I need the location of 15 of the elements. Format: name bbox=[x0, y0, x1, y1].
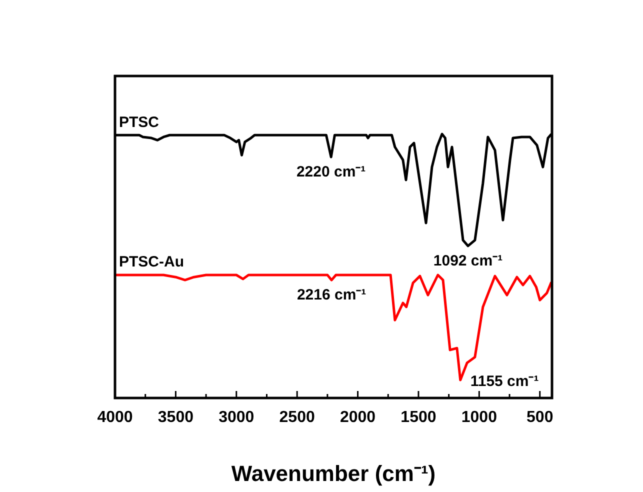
series-label: PTSC bbox=[119, 114, 160, 131]
x-tick-label: 1000 bbox=[461, 409, 498, 426]
annotation: 2220 cm⁻¹ bbox=[296, 164, 366, 181]
annotation: 1155 cm⁻¹ bbox=[470, 373, 539, 390]
annotation: 2216 cm⁻¹ bbox=[296, 286, 366, 304]
series-label: PTSC-Au bbox=[119, 254, 184, 271]
annotation: 1092 cm⁻¹ bbox=[433, 252, 503, 270]
x-tick-label: 4000 bbox=[97, 409, 133, 426]
x-tick-label: 3500 bbox=[158, 409, 194, 426]
x-tick-label: 3000 bbox=[218, 409, 254, 426]
x-tick-label: 2000 bbox=[340, 409, 376, 426]
x-tick-label: 500 bbox=[526, 409, 554, 426]
x-tick-label: 1500 bbox=[400, 409, 436, 426]
x-tick-label: 2500 bbox=[279, 409, 315, 426]
x-axis-title: Wavenumber (cm⁻¹) bbox=[231, 460, 436, 486]
